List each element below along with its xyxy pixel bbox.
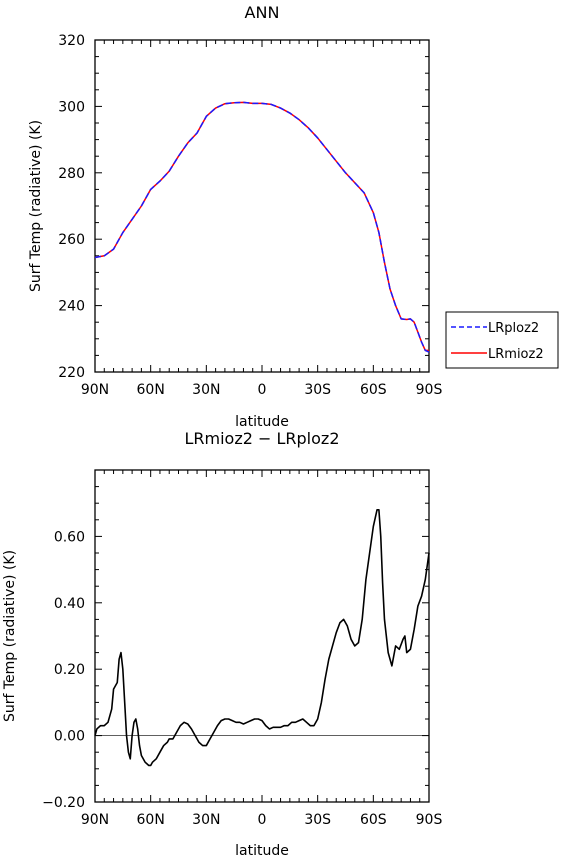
bottom-x-tick-label: 30N — [192, 812, 220, 828]
top-x-tick-label: 30S — [304, 382, 331, 398]
legend: LRploz2 LRmioz2 — [445, 311, 559, 369]
top-x-tick-label: 90S — [416, 382, 443, 398]
top-series-line-lrploz2 — [94, 101, 430, 353]
top-plot-frame — [94, 39, 430, 373]
bottom-y-tick-label: 0.00 — [54, 729, 85, 745]
bottom-series-lines — [94, 509, 430, 767]
top-series-line-lrmioz2 — [94, 101, 429, 352]
top-y-tick-label: 320 — [58, 33, 85, 49]
bottom-chart-title: LRmioz2 − LRploz2 — [184, 429, 339, 448]
bottom-y-tick-label: 0.40 — [54, 596, 85, 612]
bottom-y-tick-label: −0.20 — [42, 795, 85, 811]
bottom-x-tick-label: 90N — [81, 812, 109, 828]
top-x-axis-label: latitude — [235, 414, 289, 430]
bottom-y-tick-label: 0.60 — [54, 529, 85, 545]
legend-label-lrmioz2: LRmioz2 — [488, 347, 544, 362]
top-axis-ticks: 90N 60N 30N 0 30S 60S 90S 220 240 260 280 300 320 — [58, 33, 442, 398]
top-y-tick-label: 240 — [58, 299, 85, 315]
top-x-tick-label: 90N — [81, 382, 109, 398]
top-x-tick-label: 0 — [258, 382, 267, 398]
top-series-lines — [94, 101, 430, 353]
top-y-axis-label: Surf Temp (radiative) (K) — [28, 120, 44, 292]
top-y-tick-label: 220 — [58, 365, 85, 381]
bottom-chart: LRmioz2 − LRploz2 90N 60N 30N 0 30S 60S 90S −0.… — [2, 429, 442, 859]
top-chart-title: ANN — [245, 3, 280, 22]
bottom-y-tick-label: 0.20 — [54, 662, 85, 678]
bottom-axis-ticks: 90N 60N 30N 0 30S 60S 90S −0.20 0.00 0.20 0.40 0.60 — [42, 469, 443, 828]
bottom-x-axis-label: latitude — [235, 843, 289, 859]
bottom-x-tick-label: 30S — [304, 812, 331, 828]
top-x-tick-label: 60S — [360, 382, 387, 398]
top-y-tick-label: 260 — [58, 232, 85, 248]
bottom-x-tick-label: 60S — [360, 812, 387, 828]
top-x-tick-label: 30N — [192, 382, 220, 398]
bottom-series-line-0 — [94, 509, 430, 767]
bottom-x-tick-label: 90S — [416, 812, 443, 828]
top-y-tick-label: 300 — [58, 99, 85, 115]
bottom-x-tick-label: 60N — [137, 812, 165, 828]
legend-box — [445, 311, 559, 369]
top-x-tick-label: 60N — [137, 382, 165, 398]
top-y-tick-label: 280 — [58, 166, 85, 182]
top-chart: ANN 90N 60N 30N 0 30S 60S 90S 220 240 260 280 300 32… — [28, 3, 559, 430]
bottom-y-axis-label: Surf Temp (radiative) (K) — [2, 550, 18, 722]
legend-label-lrploz2: LRploz2 — [488, 321, 539, 336]
bottom-x-tick-label: 0 — [258, 812, 267, 828]
